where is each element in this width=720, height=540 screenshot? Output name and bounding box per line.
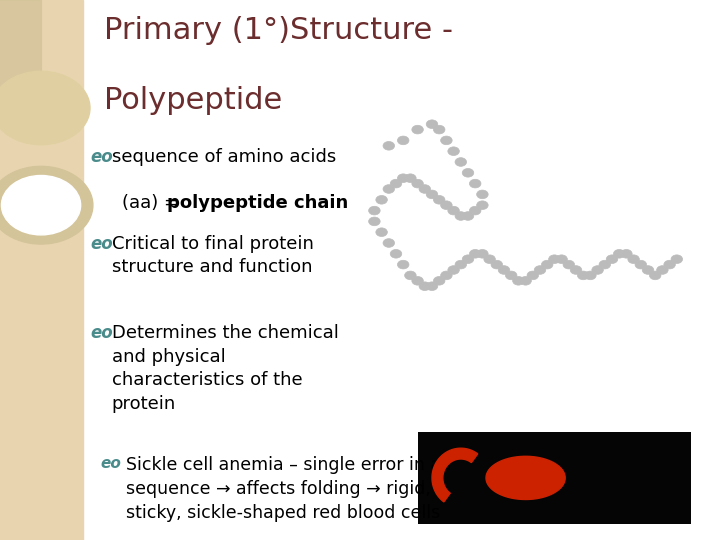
Circle shape [484,255,495,264]
Circle shape [455,158,467,166]
Circle shape [505,271,517,280]
Circle shape [419,185,431,193]
Circle shape [0,166,93,244]
Polygon shape [486,456,565,500]
Circle shape [448,266,459,274]
Circle shape [563,260,575,269]
Circle shape [513,276,524,285]
Circle shape [649,271,661,280]
Bar [418,432,691,524]
Text: polypeptide chain: polypeptide chain [167,194,348,212]
Circle shape [433,195,445,204]
Text: sequence of amino acids: sequence of amino acids [112,148,336,166]
Text: (aa) =: (aa) = [122,194,185,212]
Circle shape [462,168,474,177]
Circle shape [585,271,596,280]
Circle shape [671,255,683,264]
Circle shape [1,176,81,235]
Circle shape [462,212,474,220]
Circle shape [419,282,431,291]
Circle shape [390,249,402,258]
Circle shape [426,120,438,129]
Circle shape [577,271,589,280]
Text: Determines the chemical
and physical
characteristics of the
protein: Determines the chemical and physical cha… [112,324,338,413]
Circle shape [657,266,668,274]
Circle shape [527,271,539,280]
Circle shape [469,206,481,215]
Circle shape [628,255,639,264]
Circle shape [477,190,488,199]
Circle shape [498,266,510,274]
Text: eo: eo [101,456,122,471]
Circle shape [433,276,445,285]
Circle shape [426,282,438,291]
Text: eo: eo [90,324,112,342]
Circle shape [642,266,654,274]
Text: eo: eo [90,148,112,166]
Circle shape [369,206,380,215]
Circle shape [390,179,402,188]
Circle shape [613,249,625,258]
Circle shape [376,228,387,237]
Text: Critical to final protein
structure and function: Critical to final protein structure and … [112,235,313,276]
Circle shape [469,249,481,258]
Circle shape [664,260,675,269]
Circle shape [376,195,387,204]
Circle shape [412,276,423,285]
Circle shape [448,147,459,156]
Circle shape [556,255,567,264]
Circle shape [592,266,603,274]
Circle shape [0,71,90,145]
Circle shape [383,141,395,150]
Circle shape [455,260,467,269]
Circle shape [606,255,618,264]
Circle shape [621,249,632,258]
Circle shape [520,276,531,285]
Circle shape [412,179,423,188]
Circle shape [635,260,647,269]
Text: Sickle cell anemia – single error in aa
sequence → affects folding → rigid,
stic: Sickle cell anemia – single error in aa … [126,456,451,522]
Circle shape [383,185,395,193]
Circle shape [405,174,416,183]
Circle shape [383,239,395,247]
Text: Polypeptide: Polypeptide [104,86,283,116]
Circle shape [397,136,409,145]
Circle shape [441,201,452,210]
Circle shape [441,136,452,145]
Circle shape [448,206,459,215]
Text: eo: eo [90,235,112,253]
Circle shape [549,255,560,264]
Circle shape [469,179,481,188]
Polygon shape [0,0,42,105]
Circle shape [462,255,474,264]
Polygon shape [432,448,478,502]
Text: Primary (1°)Structure -: Primary (1°)Structure - [104,16,454,45]
Circle shape [412,125,423,134]
Bar [374,124,706,324]
Circle shape [455,212,467,220]
Circle shape [369,217,380,226]
Circle shape [541,260,553,269]
Circle shape [441,271,452,280]
Circle shape [397,174,409,183]
Circle shape [426,190,438,199]
Circle shape [570,266,582,274]
Circle shape [477,201,488,210]
Circle shape [477,249,488,258]
Circle shape [491,260,503,269]
Bar [0,0,83,540]
Circle shape [433,125,445,134]
Circle shape [534,266,546,274]
Circle shape [599,260,611,269]
Circle shape [397,260,409,269]
Circle shape [405,271,416,280]
